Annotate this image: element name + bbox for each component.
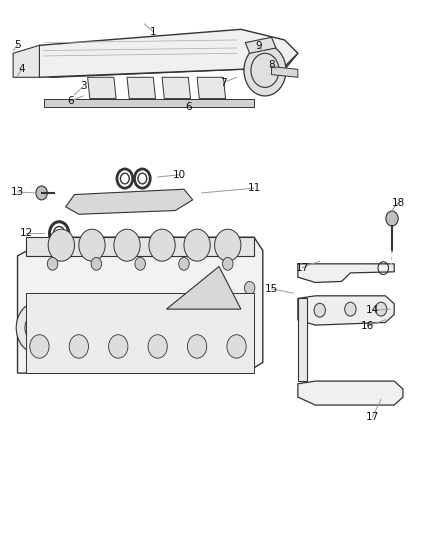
- Polygon shape: [197, 77, 226, 99]
- Text: 9: 9: [255, 42, 262, 51]
- Circle shape: [36, 186, 47, 200]
- Circle shape: [114, 229, 140, 261]
- Polygon shape: [298, 296, 394, 325]
- Polygon shape: [13, 45, 39, 77]
- Text: 6: 6: [185, 102, 192, 111]
- Polygon shape: [127, 77, 155, 99]
- Polygon shape: [31, 29, 298, 77]
- Text: 17: 17: [366, 412, 379, 422]
- Text: 6: 6: [67, 96, 74, 106]
- Circle shape: [48, 229, 74, 261]
- Polygon shape: [298, 298, 307, 381]
- Circle shape: [148, 335, 167, 358]
- Circle shape: [16, 302, 58, 353]
- Text: 14: 14: [366, 305, 379, 315]
- Circle shape: [179, 257, 189, 270]
- Polygon shape: [162, 77, 191, 99]
- Polygon shape: [298, 381, 403, 405]
- Polygon shape: [66, 189, 193, 214]
- Polygon shape: [272, 67, 298, 77]
- Polygon shape: [88, 77, 116, 99]
- Circle shape: [244, 281, 255, 294]
- Circle shape: [244, 45, 286, 96]
- Circle shape: [223, 257, 233, 270]
- Text: 15: 15: [265, 284, 278, 294]
- Circle shape: [30, 335, 49, 358]
- Circle shape: [109, 335, 128, 358]
- Text: 11: 11: [247, 183, 261, 193]
- Polygon shape: [26, 293, 254, 373]
- Polygon shape: [166, 266, 241, 309]
- Text: 1: 1: [150, 27, 157, 37]
- Polygon shape: [245, 37, 276, 53]
- Circle shape: [149, 229, 175, 261]
- Circle shape: [79, 229, 105, 261]
- Polygon shape: [44, 99, 254, 107]
- Text: 4: 4: [18, 64, 25, 74]
- Circle shape: [386, 211, 398, 226]
- Circle shape: [314, 303, 325, 317]
- Circle shape: [375, 302, 387, 316]
- Circle shape: [69, 335, 88, 358]
- Circle shape: [227, 335, 246, 358]
- Circle shape: [345, 302, 356, 316]
- Text: 7: 7: [220, 78, 227, 87]
- Circle shape: [135, 257, 145, 270]
- Text: 8: 8: [268, 60, 275, 70]
- Text: 18: 18: [392, 198, 405, 207]
- Circle shape: [184, 229, 210, 261]
- Polygon shape: [26, 237, 254, 256]
- Text: 16: 16: [361, 321, 374, 331]
- Circle shape: [215, 229, 241, 261]
- Polygon shape: [298, 264, 394, 282]
- Circle shape: [47, 257, 58, 270]
- Circle shape: [187, 335, 207, 358]
- Text: 17: 17: [296, 263, 309, 272]
- Polygon shape: [18, 237, 263, 373]
- Text: 13: 13: [11, 187, 24, 197]
- Text: 5: 5: [14, 40, 21, 50]
- Text: 12: 12: [20, 229, 33, 238]
- Circle shape: [91, 257, 102, 270]
- Text: 10: 10: [173, 170, 186, 180]
- Text: 3: 3: [80, 82, 87, 91]
